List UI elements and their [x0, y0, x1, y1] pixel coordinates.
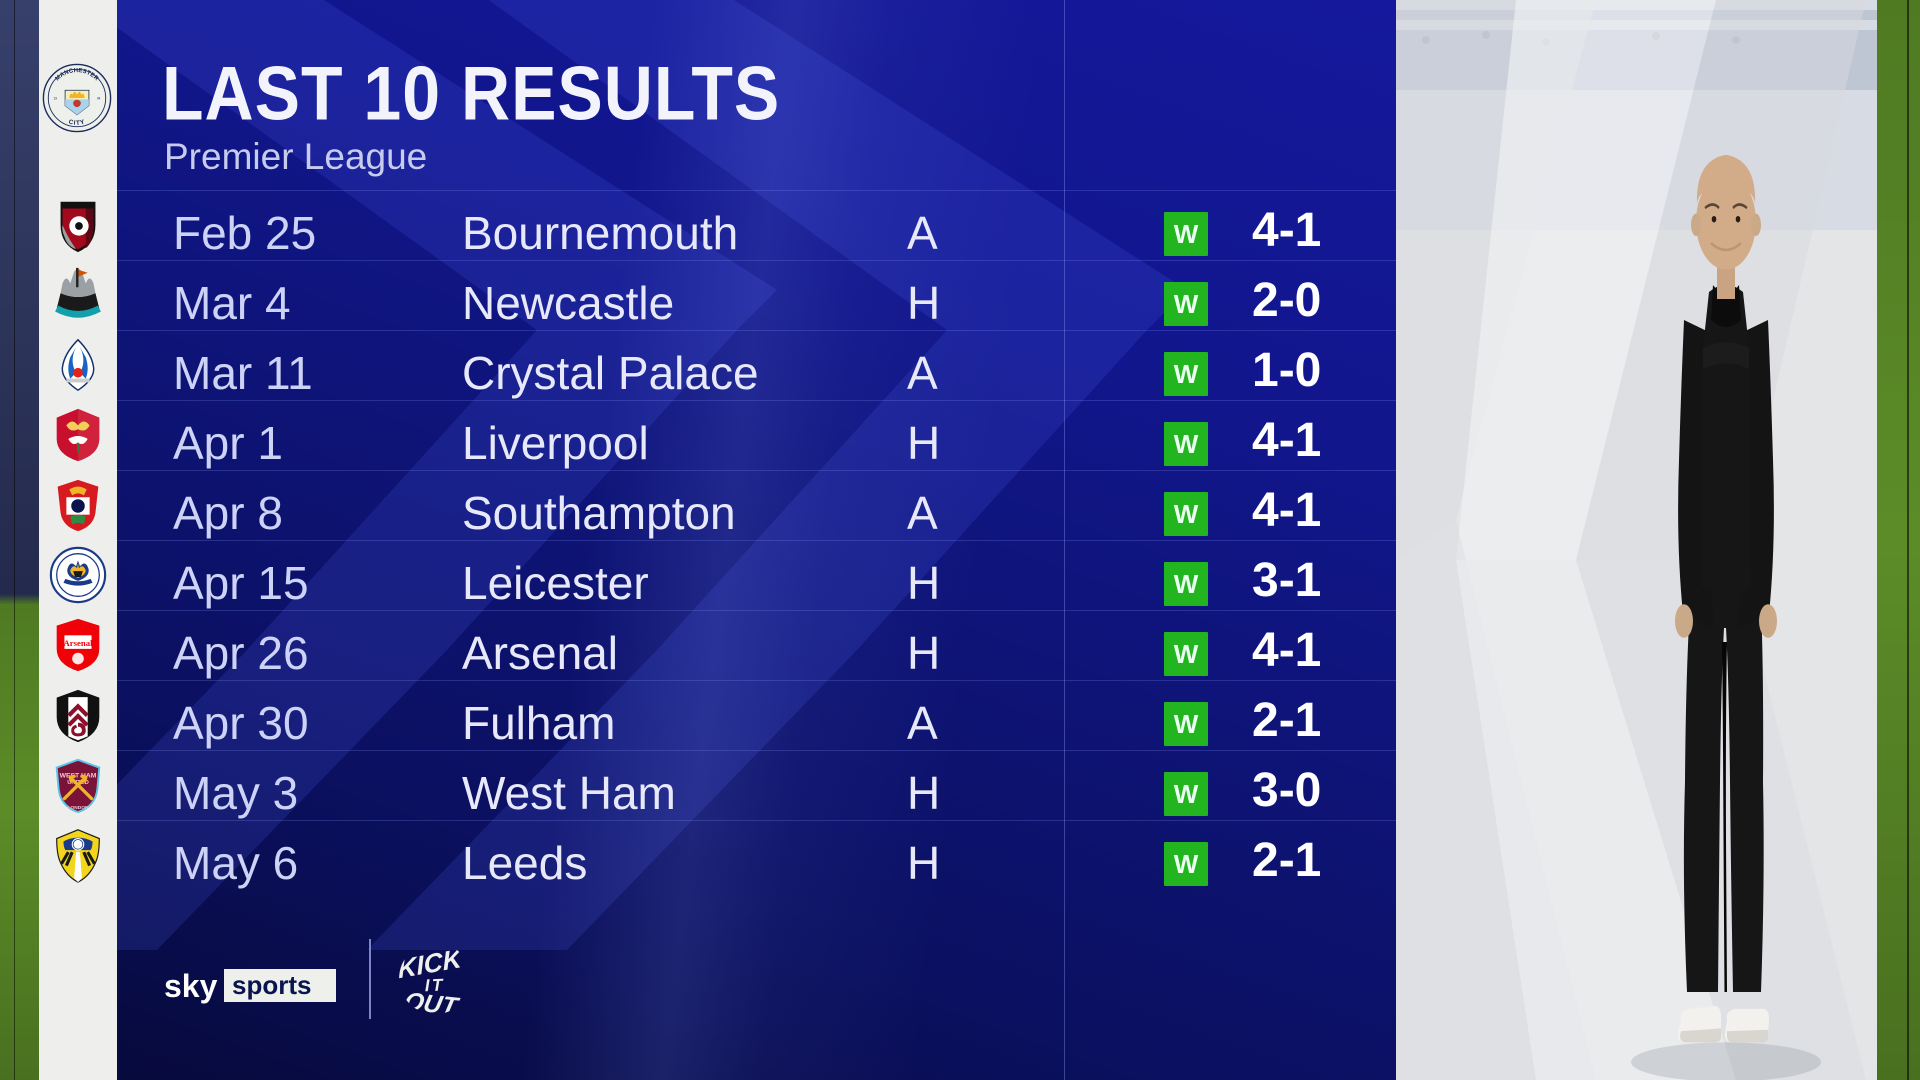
- svg-text:OUT: OUT: [402, 988, 463, 1017]
- svg-text:94: 94: [97, 96, 101, 100]
- svg-text:LONDON: LONDON: [68, 805, 89, 811]
- svg-text:sky: sky: [164, 968, 218, 1004]
- svg-text:sports: sports: [232, 970, 311, 1000]
- svg-text:WEST HAM: WEST HAM: [60, 772, 97, 779]
- svg-text:19: 19: [54, 96, 58, 100]
- svg-text:Arsenal: Arsenal: [63, 638, 93, 648]
